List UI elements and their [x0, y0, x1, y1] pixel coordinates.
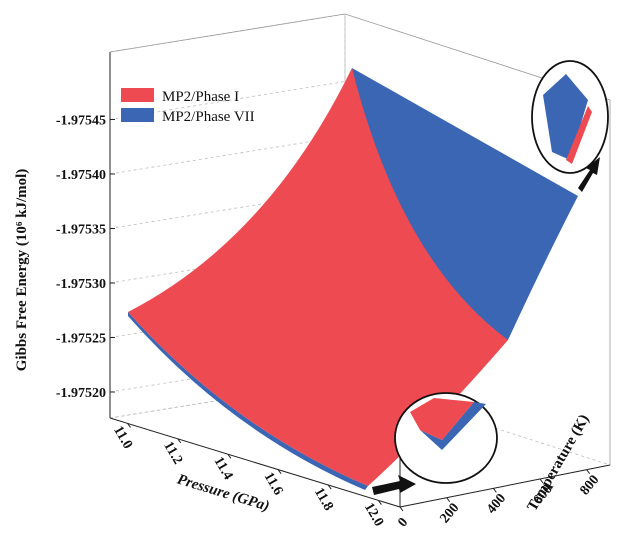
- z-tick-label: -1.97540: [56, 168, 106, 183]
- legend-swatch-phase-i: [121, 88, 154, 102]
- y-tick-label: 0: [395, 515, 411, 530]
- inset-top-right: [531, 60, 609, 174]
- y-tick-mark: [539, 478, 544, 484]
- y-axis-title: Temperature (K): [524, 412, 592, 514]
- x-tick-label: 11.4: [211, 455, 236, 483]
- phase-i-surface: [128, 68, 508, 490]
- x-tick-mark: [277, 469, 282, 475]
- y-tick-label: 400: [484, 491, 509, 517]
- legend: MP2/Phase I MP2/Phase VII: [121, 88, 255, 125]
- legend-swatch-phase-vii: [121, 108, 154, 122]
- z-tick-label: -1.97535: [56, 223, 106, 238]
- y-tick-mark: [586, 469, 591, 474]
- legend-label-phase-i: MP2/Phase I: [162, 89, 239, 105]
- y-tick-mark: [492, 488, 497, 493]
- arrow-bottom: [372, 475, 416, 495]
- x-tick-label: 12.0: [361, 500, 386, 529]
- x-tick-label: 11.2: [160, 439, 185, 467]
- x-tick-mark: [378, 500, 382, 505]
- z-tick-label: -1.97525: [56, 332, 106, 347]
- z-axis-title: Gibbs Free Energy (10⁶ kJ/mol): [14, 169, 30, 372]
- z-gridline: [109, 81, 346, 120]
- z-tick-label: -1.97545: [56, 114, 106, 129]
- z-gridline: [109, 135, 346, 175]
- inset-bottom: [394, 392, 498, 484]
- y-tick-label: 800: [577, 473, 602, 499]
- legend-label-phase-vii: MP2/Phase VII: [162, 109, 255, 125]
- y-tick-label: 200: [437, 501, 462, 527]
- x-tick-mark: [327, 484, 332, 490]
- x-tick-mark: [177, 438, 182, 444]
- z-tick-label: -1.97520: [56, 386, 106, 401]
- x-tick-mark: [227, 453, 232, 459]
- y-tick-mark: [399, 506, 404, 512]
- x-tick-label: 11.6: [261, 470, 286, 498]
- z-tick-label: -1.97530: [56, 277, 106, 292]
- y-tick-mark: [446, 497, 451, 502]
- x-tick-label: 11.0: [110, 424, 135, 452]
- x-tick-mark: [127, 423, 131, 428]
- arrow-top-right: [578, 157, 600, 192]
- z-axis-ticks: -1.97520 -1.97525 -1.97530 -1.97535 -1.97540…: [56, 114, 115, 401]
- x-tick-label: 11.8: [311, 485, 336, 513]
